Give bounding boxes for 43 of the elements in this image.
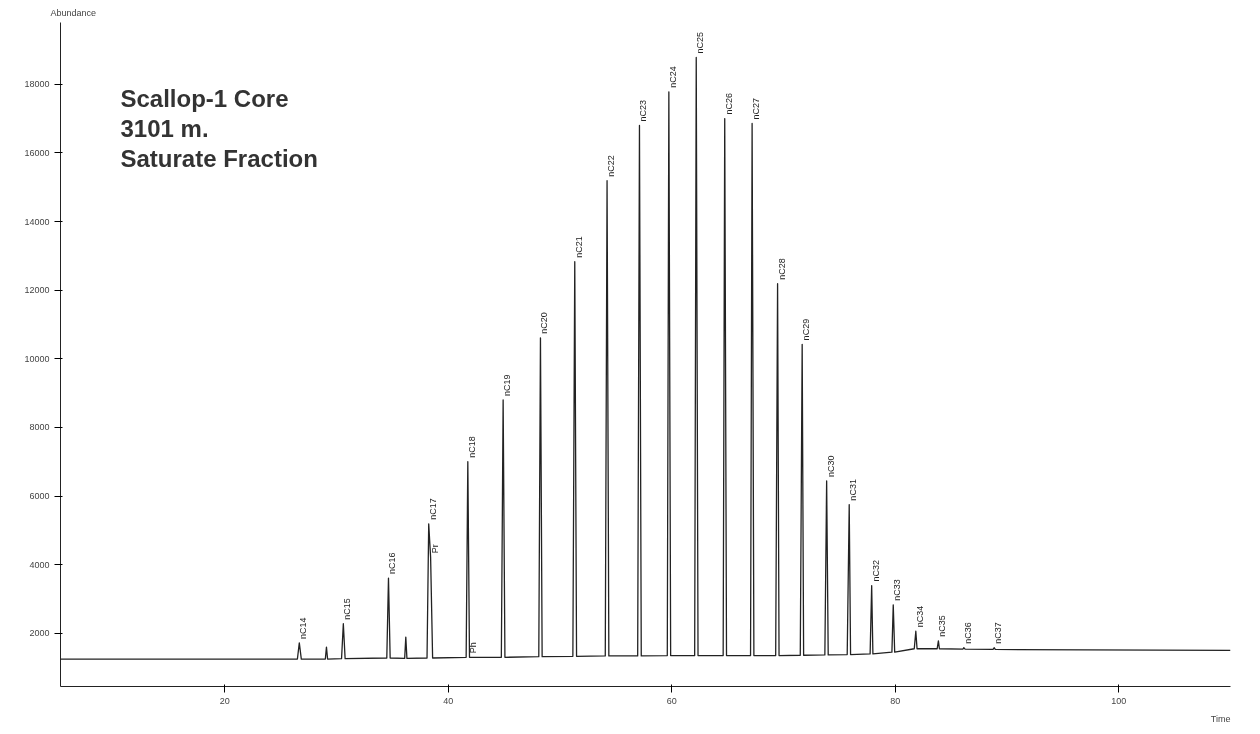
x-axis-title: Time: [1210, 713, 1231, 724]
annotation: Pr: [429, 544, 440, 554]
annotation: nC29: [801, 318, 812, 341]
y-tick-label: 14000: [24, 216, 50, 227]
x-tick-label: 60: [666, 695, 677, 706]
y-tick-label: 10000: [24, 353, 50, 364]
annotation: nC26: [723, 93, 734, 115]
annotation: Ph: [468, 642, 479, 654]
annotation: nC24: [667, 66, 678, 88]
text: Scallop-1 Core 3101 m. Saturate Fraction: [120, 84, 318, 172]
annotation: nC14: [298, 617, 309, 639]
y-tick-label: 2000: [29, 628, 50, 639]
annotation: nC25: [695, 31, 706, 54]
annotation: nC35: [937, 615, 948, 637]
annotation: nC15: [342, 598, 353, 620]
y-tick-label: 18000: [24, 79, 50, 90]
annotation: nC19: [502, 374, 513, 396]
annotation: nC33: [892, 579, 903, 601]
y-axis-title: Abundance: [50, 7, 97, 18]
annotation: nC22: [606, 155, 617, 177]
x-tick-label: 80: [890, 695, 901, 706]
y-tick-label: 12000: [24, 285, 50, 296]
x-tick-label: 40: [443, 695, 454, 706]
annotation: nC27: [751, 97, 762, 120]
annotation: nC21: [573, 236, 584, 258]
y-tick-label: 8000: [29, 422, 50, 433]
annotation: nC17: [427, 498, 438, 520]
annotation: nC18: [466, 436, 477, 458]
annotation: nC30: [825, 455, 836, 477]
annotation: nC23: [638, 99, 649, 122]
x-tick-label: 20: [219, 695, 230, 706]
x-tick-label: 100: [1111, 695, 1127, 706]
y-tick-label: 4000: [29, 559, 50, 570]
annotation: nC34: [914, 605, 925, 628]
annotation: nC31: [848, 479, 859, 501]
y-tick-label: 16000: [24, 147, 50, 158]
annotation: nC28: [776, 258, 787, 280]
annotation: nC32: [870, 560, 881, 582]
y-tick-label: 6000: [29, 491, 50, 502]
annotation: nC16: [387, 552, 398, 575]
annotation: nC36: [962, 622, 973, 644]
annotation: nC37: [993, 622, 1004, 644]
annotation: nC20: [539, 312, 550, 334]
